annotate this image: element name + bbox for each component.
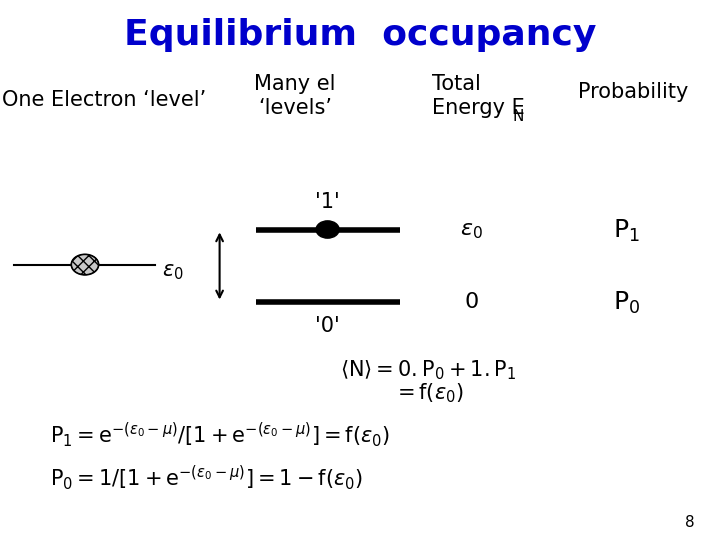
Text: Energy E: Energy E [432, 98, 525, 118]
Text: One Electron ‘level’: One Electron ‘level’ [2, 90, 207, 110]
Text: Total: Total [432, 73, 481, 94]
Circle shape [71, 254, 99, 275]
Text: $\mathregular{P}_1 = \mathregular{e}^{-(\varepsilon_0-\mu)}/[\mathregular{1+e}^{: $\mathregular{P}_1 = \mathregular{e}^{-(… [50, 420, 390, 449]
Text: $\mathregular{P}_0 = \mathregular{1}/[\mathregular{1+e}^{-(\varepsilon_0-\mu)}] : $\mathregular{P}_0 = \mathregular{1}/[\m… [50, 463, 363, 492]
Text: $\varepsilon_0$: $\varepsilon_0$ [162, 261, 184, 282]
Text: $\langle\mathregular{N}\rangle = \mathregular{0.P}_0 + \mathregular{1.P}_1$: $\langle\mathregular{N}\rangle = \mathre… [340, 358, 517, 382]
Text: Equilibrium  occupancy: Equilibrium occupancy [124, 18, 596, 52]
Text: $= \mathregular{f}(\varepsilon_0)$: $= \mathregular{f}(\varepsilon_0)$ [393, 381, 464, 405]
Text: $\varepsilon_0$: $\varepsilon_0$ [460, 221, 483, 241]
Text: N: N [513, 109, 524, 124]
Text: Many el: Many el [254, 73, 336, 94]
Text: $\mathregular{P}_0$: $\mathregular{P}_0$ [613, 289, 640, 315]
Text: '1': '1' [315, 192, 340, 213]
Text: ‘levels’: ‘levels’ [258, 98, 332, 118]
Text: 0: 0 [464, 292, 479, 313]
Text: Probability: Probability [578, 82, 689, 102]
Text: $\mathregular{P}_1$: $\mathregular{P}_1$ [613, 218, 640, 244]
Text: '0': '0' [315, 316, 340, 336]
Text: 8: 8 [685, 515, 695, 530]
Circle shape [316, 221, 339, 238]
